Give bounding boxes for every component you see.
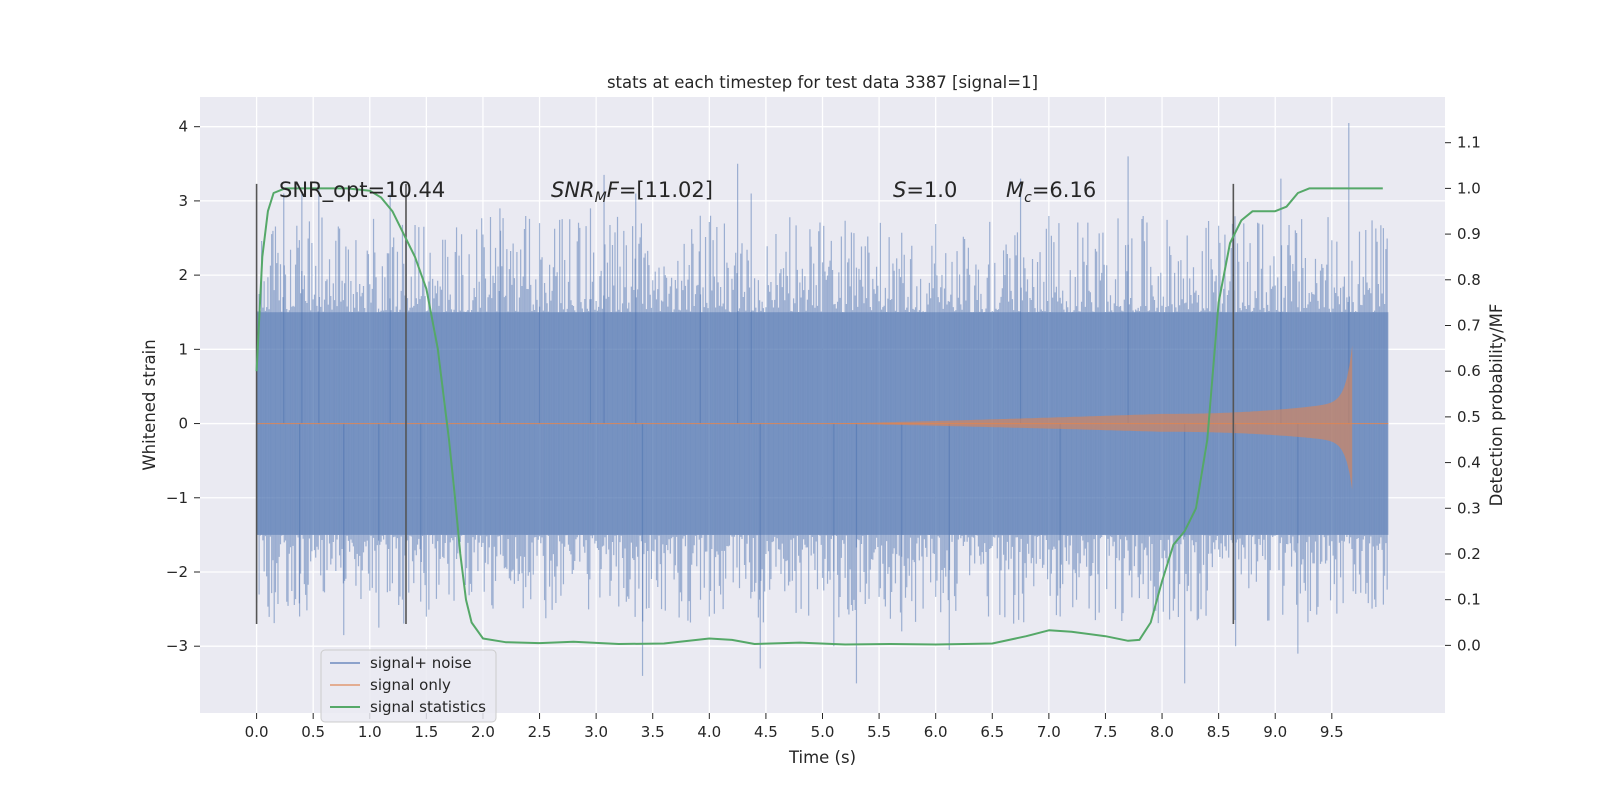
x-tick-label: 3.5	[641, 723, 665, 741]
legend-label: signal only	[370, 676, 451, 694]
y-tick-label: −3	[166, 637, 188, 655]
y-tick-label: 4	[178, 118, 188, 136]
x-tick-label: 9.0	[1263, 723, 1287, 741]
x-tick-label: 2.0	[471, 723, 495, 741]
y-right-tick-label: 0.5	[1457, 408, 1481, 426]
x-tick-label: 6.5	[980, 723, 1004, 741]
y-right-tick-label: 0.0	[1457, 636, 1481, 654]
x-tick-label: 7.0	[1037, 723, 1061, 741]
legend-label: signal statistics	[370, 698, 486, 716]
x-tick-label: 3.0	[584, 723, 608, 741]
y-tick-label: 0	[178, 415, 188, 433]
y-tick-label: 2	[178, 266, 188, 284]
x-tick-label: 7.5	[1094, 723, 1118, 741]
legend-label: signal+ noise	[370, 654, 472, 672]
y-tick-label: −1	[166, 489, 188, 507]
legend-box	[320, 649, 497, 723]
annotation-snr-mf: SNRMF=[11.02]	[551, 178, 713, 206]
signal-only-chirp	[822, 345, 1353, 490]
x-tick-label: 1.0	[358, 723, 382, 741]
y-right-tick-label: 0.2	[1457, 545, 1481, 563]
x-tick-label: 5.0	[811, 723, 835, 741]
y-right-tick-label: 0.1	[1457, 591, 1481, 609]
signal-only-series	[256, 345, 1389, 490]
y-right-tick-label: 1.0	[1457, 179, 1481, 197]
y-right-tick-label: 0.8	[1457, 271, 1481, 289]
annotation-snr-opt: SNR_opt=10.44	[279, 178, 445, 203]
y-right-tick-label: 0.6	[1457, 362, 1481, 380]
x-tick-label: 4.5	[754, 723, 778, 741]
y-right-tick-label: 0.4	[1457, 454, 1481, 472]
y-right-tick-label: 0.7	[1457, 316, 1481, 334]
x-tick-label: 1.5	[414, 723, 438, 741]
y-right-axis-label: Detection probability/MF	[1487, 304, 1506, 507]
y-right-tick-label: 1.1	[1457, 134, 1481, 152]
x-tick-label: 0.0	[245, 723, 269, 741]
annotation-mc: Mc=6.16	[1006, 178, 1096, 206]
x-axis-label: Time (s)	[788, 748, 856, 767]
y-right-tick-label: 0.9	[1457, 225, 1481, 243]
y-tick-label: 3	[178, 192, 188, 210]
x-tick-label: 6.0	[924, 723, 948, 741]
y-tick-label: 1	[178, 340, 188, 358]
x-tick-label: 2.5	[528, 723, 552, 741]
y-tick-label: −2	[166, 563, 188, 581]
x-tick-label: 4.0	[697, 723, 721, 741]
x-tick-label: 8.5	[1207, 723, 1231, 741]
x-tick-label: 0.5	[301, 723, 325, 741]
y-right-tick-label: 0.3	[1457, 499, 1481, 517]
y-axis-label: Whitened strain	[140, 339, 159, 470]
chart-title: stats at each timestep for test data 338…	[607, 73, 1038, 92]
x-tick-label: 8.0	[1150, 723, 1174, 741]
legend: signal+ noise signal only signal statistic…	[320, 649, 497, 723]
annotation-s: S=1.0	[893, 178, 957, 202]
signal-statistics-line	[255, 187, 1383, 646]
x-tick-label: 9.5	[1320, 723, 1344, 741]
x-tick-label: 5.5	[867, 723, 891, 741]
